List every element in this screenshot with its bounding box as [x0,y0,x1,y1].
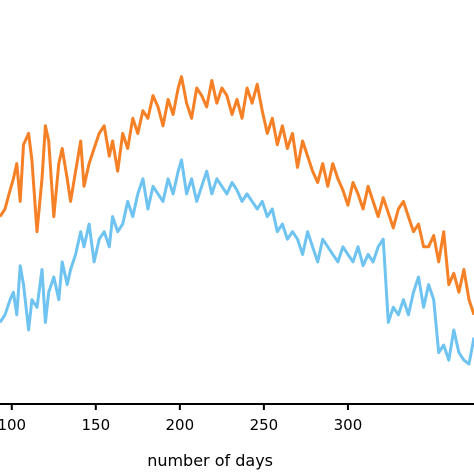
series-line-orange [0,75,474,316]
x-tick-label-250: 250 [250,416,279,434]
x-tick-label-300: 300 [334,416,363,434]
series-layer [0,75,474,366]
x-tick-label-100: 100 [0,416,26,434]
x-ticks: 100 150 200 250 300 [0,404,362,434]
x-axis-label: number of days [147,451,273,470]
x-tick-label-150: 150 [81,416,110,434]
x-tick-label-200: 200 [166,416,195,434]
series-line-blue [0,158,474,366]
